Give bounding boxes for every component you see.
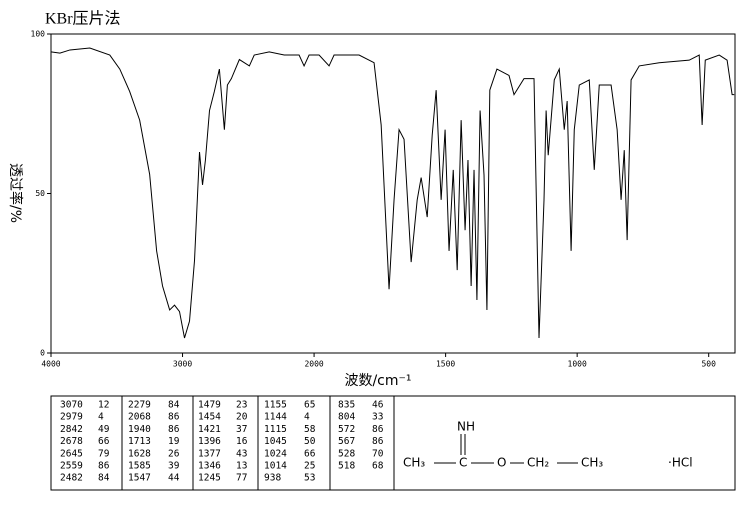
peak-wavenumber: 1115: [264, 424, 287, 435]
peak-transmittance: 16: [236, 436, 248, 447]
peak-transmittance: 43: [236, 448, 247, 459]
peak-wavenumber: 1377: [198, 448, 221, 459]
peak-wavenumber: 2645: [60, 448, 83, 459]
peak-transmittance: 13: [236, 461, 247, 472]
peak-transmittance: 19: [168, 436, 180, 447]
peak-wavenumber: 1396: [198, 436, 221, 447]
y-tick-label: 50: [35, 189, 45, 198]
peak-wavenumber: 835: [338, 400, 355, 411]
peak-transmittance: 70: [372, 448, 384, 459]
peak-wavenumber: 1245: [198, 473, 221, 484]
peak-wavenumber: 1421: [198, 424, 221, 435]
peak-wavenumber: 1144: [264, 412, 287, 423]
x-tick-label: 1500: [436, 360, 455, 369]
structure: NH CH₃ C O CH₂ CH₃ ·HCl: [403, 420, 693, 470]
salt-label: ·HCl: [668, 456, 693, 470]
peak-wavenumber: 1585: [128, 461, 151, 472]
peak-transmittance: 68: [372, 461, 384, 472]
x-tick-label: 4000: [41, 360, 60, 369]
peak-transmittance: 49: [98, 424, 110, 435]
peak-transmittance: 86: [168, 412, 180, 423]
peak-wavenumber: 1628: [128, 448, 151, 459]
peak-wavenumber: 1346: [198, 461, 221, 472]
peak-wavenumber: 1713: [128, 436, 151, 447]
peak-transmittance: 65: [304, 400, 315, 411]
peak-wavenumber: 567: [338, 436, 355, 447]
peak-wavenumber: 1454: [198, 412, 221, 423]
x-tick-label: 1000: [568, 360, 587, 369]
peak-transmittance: 84: [98, 473, 110, 484]
peak-wavenumber: 2979: [60, 412, 83, 423]
peak-transmittance: 37: [236, 424, 247, 435]
peak-wavenumber: 518: [338, 461, 355, 472]
x-tick-label: 500: [701, 360, 716, 369]
x-axis-label: 波数/cm⁻¹: [344, 373, 411, 389]
x-tick-label: 2000: [304, 360, 323, 369]
y-tick-label: 100: [31, 30, 46, 39]
peak-transmittance: 23: [236, 400, 247, 411]
peak-wavenumber: 1024: [264, 448, 287, 459]
peak-transmittance: 46: [372, 400, 384, 411]
spectrum-line: [50, 47, 735, 339]
atom-label: C: [459, 456, 467, 470]
peak-wavenumber: 2482: [60, 473, 83, 484]
peak-transmittance: 86: [98, 461, 110, 472]
atom-label: CH₃: [403, 456, 425, 470]
peak-wavenumber: 1940: [128, 424, 151, 435]
plot-frame: [50, 33, 736, 354]
peak-wavenumber: 1155: [264, 400, 287, 411]
peak-transmittance: 66: [98, 436, 110, 447]
y-tick-label: 0: [40, 349, 45, 358]
peak-transmittance: 39: [168, 461, 180, 472]
table-frame: [50, 395, 736, 491]
peak-transmittance: 4: [304, 412, 310, 423]
peak-wavenumber: 938: [264, 473, 281, 484]
peak-wavenumber: 528: [338, 448, 355, 459]
peak-transmittance: 25: [304, 461, 315, 472]
chart-title: KBr压片法: [45, 10, 121, 28]
peak-transmittance: 33: [372, 412, 383, 423]
peak-wavenumber: 1014: [264, 461, 287, 472]
peak-transmittance: 86: [168, 424, 180, 435]
peak-transmittance: 86: [372, 424, 384, 435]
atom-label: CH₃: [581, 456, 603, 470]
atom-label: NH: [457, 420, 475, 434]
peak-transmittance: 86: [372, 436, 384, 447]
atom-label: O: [497, 456, 506, 470]
x-tick-label: 3000: [173, 360, 192, 369]
peak-wavenumber: 2678: [60, 436, 83, 447]
peak-transmittance: 53: [304, 473, 315, 484]
peak-wavenumber: 1547: [128, 473, 151, 484]
peak-transmittance: 79: [98, 448, 110, 459]
peak-wavenumber: 1479: [198, 400, 221, 411]
peak-wavenumber: 1045: [264, 436, 287, 447]
peak-wavenumber: 2068: [128, 412, 151, 423]
atom-label: CH₂: [527, 456, 549, 470]
peak-wavenumber: 804: [338, 412, 355, 423]
peak-wavenumber: 3070: [60, 400, 83, 411]
table-dividers: [121, 396, 395, 490]
peak-transmittance: 44: [168, 473, 180, 484]
peak-wavenumber: 2279: [128, 400, 151, 411]
peak-transmittance: 20: [236, 412, 248, 423]
peak-wavenumber: 572: [338, 424, 355, 435]
y-axis-label: 透过率/%: [7, 163, 24, 223]
peak-wavenumber: 2559: [60, 461, 83, 472]
peak-transmittance: 77: [236, 473, 247, 484]
peak-transmittance: 4: [98, 412, 104, 423]
peak-transmittance: 26: [168, 448, 180, 459]
peak-transmittance: 12: [98, 400, 109, 411]
peak-transmittance: 66: [304, 448, 316, 459]
peak-transmittance: 58: [304, 424, 316, 435]
peak-wavenumber: 2842: [60, 424, 83, 435]
peak-transmittance: 50: [304, 436, 316, 447]
peak-transmittance: 84: [168, 400, 180, 411]
